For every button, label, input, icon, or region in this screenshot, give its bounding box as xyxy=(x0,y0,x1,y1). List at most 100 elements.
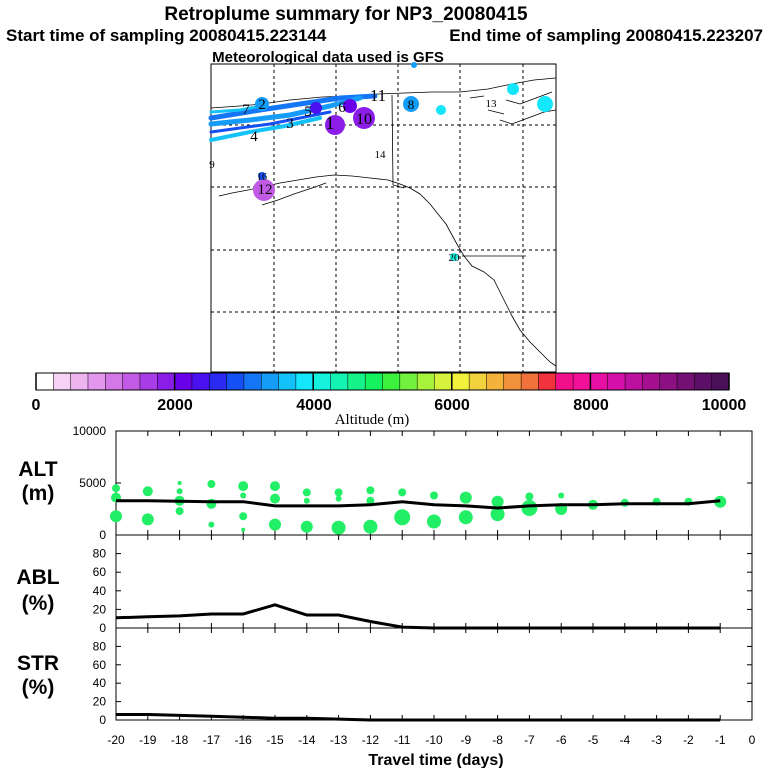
map-markers xyxy=(253,62,553,261)
alt-point xyxy=(270,493,280,504)
alt-point xyxy=(175,507,184,516)
trajectory-map: 1 2 3 4 5 6 7 8 9 10 11 12 13 14 16 20 xyxy=(208,62,557,373)
alt-point xyxy=(427,514,441,529)
map-day-label: 7 xyxy=(242,102,250,118)
colorbar-segment xyxy=(174,372,193,391)
colorbar-segment xyxy=(503,372,522,391)
colorbar-segment xyxy=(572,372,591,391)
alt-point xyxy=(398,488,407,497)
colorbar-segment xyxy=(659,372,678,391)
y-tick-label: 0 xyxy=(99,713,106,727)
colorbar-tick-label: 6000 xyxy=(434,397,470,414)
alt-median-line xyxy=(116,499,721,510)
x-tick-label: -1 xyxy=(715,733,726,747)
alt-point xyxy=(491,495,504,508)
colorbar-segment xyxy=(139,372,158,391)
x-tick-label: -20 xyxy=(107,733,125,747)
y-tick-label: 80 xyxy=(93,639,107,653)
map-marker xyxy=(253,179,275,201)
map-day-label: 3 xyxy=(286,116,294,132)
x-tick-label: -7 xyxy=(524,733,535,747)
colorbar-segment xyxy=(278,372,297,391)
alt-point xyxy=(302,488,311,497)
map-marker xyxy=(310,102,322,114)
colorbar-segment xyxy=(399,372,418,391)
map-marker xyxy=(411,62,417,68)
colorbar-segment xyxy=(35,372,54,391)
colorbar-tick-label: 0 xyxy=(32,397,41,414)
met-data-label: Meteorological data used is GFS xyxy=(212,49,444,66)
colorbar-tick-label: 10000 xyxy=(702,397,747,414)
alt-panel-unit: (m) xyxy=(22,482,55,505)
map-day-label: 9 xyxy=(209,159,215,171)
colorbar-segment xyxy=(486,372,505,391)
alt-point xyxy=(558,492,565,499)
map-day-label: 5 xyxy=(304,104,312,120)
map-marker xyxy=(507,83,519,95)
map-marker xyxy=(325,115,345,135)
figure-title: Retroplume summary for NP3_20080415 xyxy=(164,4,528,25)
y-tick-label: 0 xyxy=(99,528,106,542)
map-trajectories xyxy=(208,93,378,142)
x-tick-label: -2 xyxy=(683,733,694,747)
alt-point xyxy=(394,509,411,526)
colorbar-segment xyxy=(642,372,661,391)
map-day-label: 11 xyxy=(370,86,386,105)
y-tick-label: 60 xyxy=(93,565,107,579)
x-tick-label: -18 xyxy=(171,733,189,747)
str-panel: 80 60 40 20 0 xyxy=(93,627,753,727)
colorbar-tick-label: 4000 xyxy=(296,397,332,414)
colorbar-segment xyxy=(520,372,539,391)
colorbar-segment xyxy=(295,372,314,391)
map-marker xyxy=(258,172,266,180)
colorbar-segment xyxy=(364,372,384,391)
map-day-label: 1 xyxy=(326,113,335,133)
x-tick-label: -5 xyxy=(588,733,599,747)
y-tick-label: 40 xyxy=(93,676,107,690)
colorbar-segment xyxy=(676,372,695,391)
x-tick-label: -4 xyxy=(619,733,630,747)
x-tick-label: -17 xyxy=(203,733,221,747)
abl-panel: 80 60 40 20 0 xyxy=(93,534,753,635)
colorbar-segment xyxy=(122,372,141,391)
alt-point xyxy=(208,521,215,528)
abl-panel-label: ABL xyxy=(16,566,59,589)
colorbar-tick-label: 2000 xyxy=(157,397,193,414)
map-marker xyxy=(450,253,458,261)
colorbar-tick-label: 8000 xyxy=(573,397,609,414)
colorbar-segment xyxy=(243,372,262,391)
x-tick-label: -9 xyxy=(460,733,471,747)
alt-point xyxy=(269,518,281,531)
map-day-label: 12 xyxy=(258,182,273,198)
colorbar-segment xyxy=(607,372,626,391)
alt-point xyxy=(490,507,505,522)
str-panel-label: STR xyxy=(17,652,59,675)
alt-point xyxy=(238,481,249,492)
map-day-label: 13 xyxy=(486,98,498,110)
alt-point xyxy=(110,510,122,523)
colorbar-segment xyxy=(87,372,106,391)
alt-point xyxy=(430,491,438,500)
alt-point xyxy=(142,486,153,497)
x-tick-label: -10 xyxy=(425,733,443,747)
alt-point xyxy=(300,520,313,533)
colorbar-segment xyxy=(105,372,124,391)
abl-line xyxy=(115,603,721,630)
map-day-label: 14 xyxy=(375,149,387,161)
colorbar-segment xyxy=(624,372,643,391)
map-day-label: 4 xyxy=(250,129,258,145)
x-tick-label: -6 xyxy=(556,733,567,747)
alt-point xyxy=(141,513,154,526)
colorbar-segment xyxy=(312,372,332,391)
x-axis-label: Travel time (days) xyxy=(368,752,503,768)
x-tick-label: -12 xyxy=(362,733,380,747)
colorbar-segment xyxy=(347,372,366,391)
alt-point xyxy=(335,495,342,502)
colorbar-segment xyxy=(191,372,210,391)
alt-point xyxy=(270,481,280,492)
map-day-label: 8 xyxy=(408,97,415,112)
alt-point xyxy=(366,496,375,505)
colorbar-segment xyxy=(538,372,557,391)
alt-point xyxy=(521,500,538,516)
y-tick-label: 0 xyxy=(99,621,106,635)
